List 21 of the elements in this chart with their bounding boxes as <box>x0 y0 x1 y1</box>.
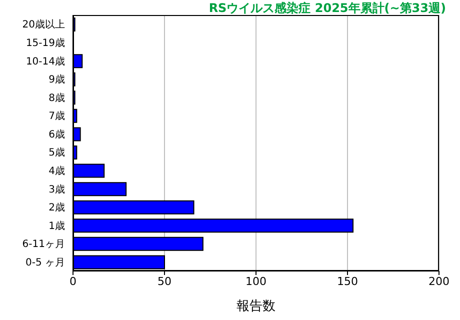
x-tick-label: 100 <box>246 274 266 288</box>
y-tick-label: 7歳 <box>48 110 65 122</box>
y-tick-label: 8歳 <box>48 92 65 104</box>
y-tick-label: 20歳以上 <box>22 18 65 31</box>
y-tick-label: 2歳 <box>48 202 65 214</box>
y-tick-label: 15-19歳 <box>26 36 65 49</box>
y-tick-label: 10-14歳 <box>26 55 65 68</box>
y-tick-label: 0-5 ヶ月 <box>25 257 65 268</box>
y-tick-label: 6歳 <box>48 128 65 140</box>
x-tick-label: 0 <box>70 274 76 288</box>
x-tick-label: 200 <box>428 274 450 288</box>
x-tick-label: 150 <box>337 274 358 288</box>
chart-title: RSウイルス感染症 2025年累計(~第33週) <box>208 0 446 17</box>
y-tick-label: 1歳 <box>48 220 65 232</box>
y-tick-label: 9歳 <box>48 74 65 86</box>
y-tick-label: 4歳 <box>48 164 65 177</box>
y-tick-label: 6-11ヶ月 <box>22 239 65 250</box>
y-tick-label: 3歳 <box>48 183 65 196</box>
x-tick-label: 50 <box>158 274 172 288</box>
y-tick-label: 5歳 <box>48 146 65 159</box>
x-axis-title: 報告数 <box>236 299 276 314</box>
